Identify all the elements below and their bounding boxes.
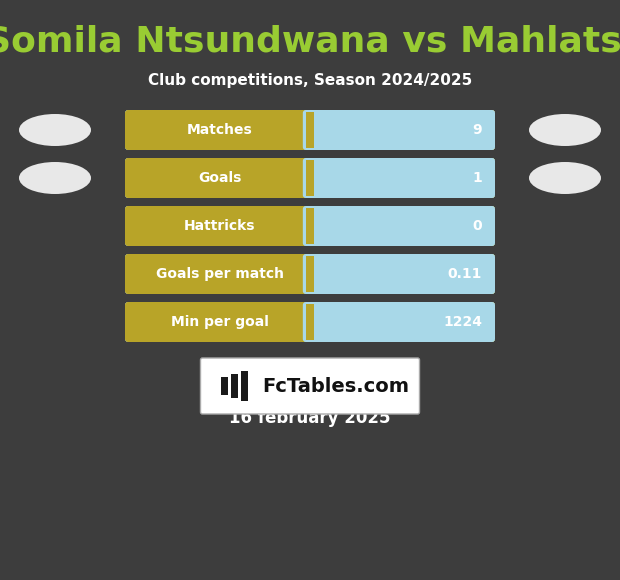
Bar	[306, 256, 314, 292]
Bar	[312, 256, 502, 292]
Bar	[221, 377, 228, 395]
FancyBboxPatch shape	[125, 302, 495, 342]
Text: 1: 1	[472, 171, 482, 185]
Bar	[306, 208, 314, 244]
Text: Hattricks: Hattricks	[184, 219, 255, 233]
FancyBboxPatch shape	[125, 110, 495, 150]
Text: Club competitions, Season 2024/2025: Club competitions, Season 2024/2025	[148, 72, 472, 88]
Bar	[231, 374, 237, 398]
Bar	[306, 304, 314, 340]
Bar	[312, 304, 502, 340]
Text: 1224: 1224	[443, 315, 482, 329]
FancyBboxPatch shape	[125, 158, 495, 198]
Ellipse shape	[529, 162, 601, 194]
Bar	[306, 112, 314, 148]
Bar	[312, 208, 502, 244]
FancyBboxPatch shape	[125, 110, 495, 150]
Text: 0.11: 0.11	[448, 267, 482, 281]
FancyBboxPatch shape	[303, 254, 495, 294]
FancyBboxPatch shape	[303, 302, 495, 342]
FancyBboxPatch shape	[125, 254, 495, 294]
FancyBboxPatch shape	[303, 110, 495, 150]
FancyBboxPatch shape	[303, 158, 495, 198]
Text: Goals: Goals	[198, 171, 242, 185]
Bar	[312, 160, 502, 196]
FancyBboxPatch shape	[125, 254, 495, 294]
Ellipse shape	[529, 114, 601, 146]
FancyBboxPatch shape	[125, 302, 495, 342]
FancyBboxPatch shape	[200, 358, 420, 414]
Text: Matches: Matches	[187, 123, 253, 137]
Ellipse shape	[19, 114, 91, 146]
Text: FcTables.com: FcTables.com	[262, 376, 409, 396]
Text: Goals per match: Goals per match	[156, 267, 284, 281]
Text: Somila Ntsundwana vs Mahlatsi: Somila Ntsundwana vs Mahlatsi	[0, 25, 620, 59]
Ellipse shape	[19, 162, 91, 194]
Bar	[241, 371, 247, 401]
FancyBboxPatch shape	[125, 206, 495, 246]
FancyBboxPatch shape	[303, 206, 495, 246]
FancyBboxPatch shape	[125, 206, 495, 246]
Text: 16 february 2025: 16 february 2025	[229, 409, 391, 427]
Text: 9: 9	[472, 123, 482, 137]
Bar	[306, 160, 314, 196]
Bar	[312, 112, 502, 148]
Text: 0: 0	[472, 219, 482, 233]
FancyBboxPatch shape	[125, 158, 495, 198]
Text: Min per goal: Min per goal	[171, 315, 269, 329]
